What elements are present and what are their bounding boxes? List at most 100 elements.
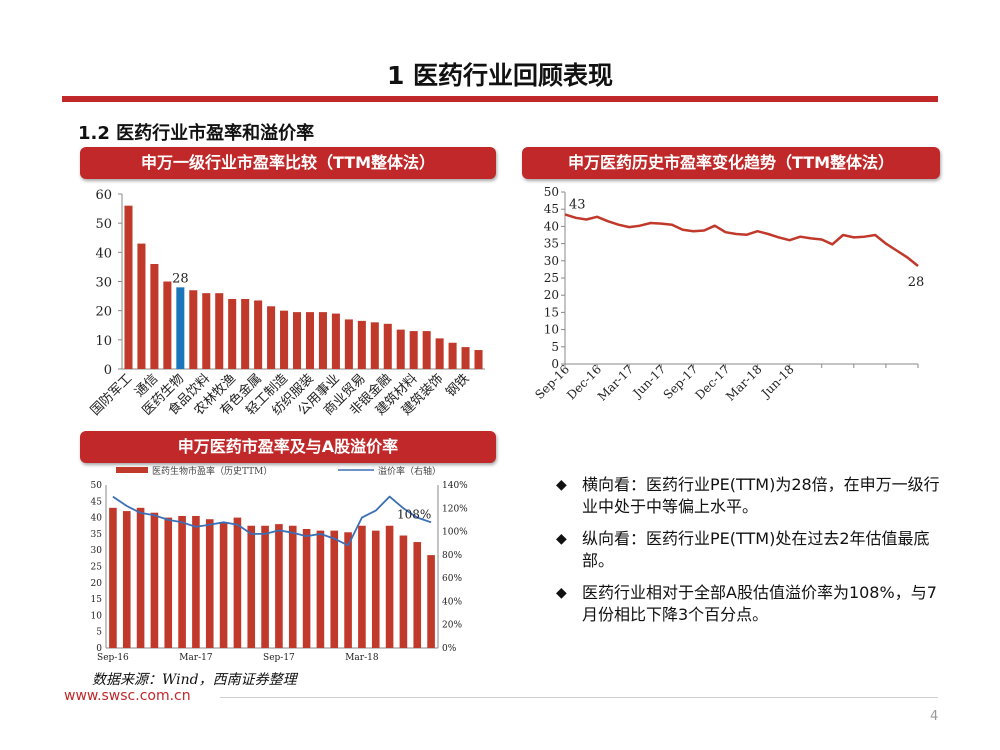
pe-trend-line — [564, 213, 919, 267]
y-right-tick-label: 60% — [442, 574, 462, 584]
pe-bar — [358, 525, 366, 648]
premium-line — [112, 495, 432, 547]
x-tick-label: Mar-18 — [723, 362, 764, 403]
pe-bar — [288, 525, 297, 648]
diamond-icon: ◆ — [556, 477, 567, 493]
pe-bar — [219, 522, 228, 648]
chart2-title-banner: 申万医药历史市盈率变化趋势（TTM整体法） — [522, 147, 940, 179]
first-value-label: 43 — [569, 197, 586, 212]
y-tick-label: 30 — [544, 254, 559, 268]
y-tick-label: 45 — [544, 202, 559, 216]
bar — [254, 300, 263, 369]
bullet-text: 医药行业相对于全部A股估值溢价率为108%，与7月份相比下降3个百分点。 — [582, 583, 937, 624]
y-left-tick-label: 20 — [91, 579, 103, 589]
source-note: 数据来源：Wind，西南证券整理 — [92, 672, 297, 688]
bar — [474, 350, 483, 369]
pe-bar — [330, 530, 339, 648]
x-tick-label: Mar-17 — [179, 653, 213, 663]
y-right-tick-label: 140% — [442, 481, 468, 491]
last-value-label: 28 — [908, 275, 925, 290]
section-title: 1.2 医药行业市盈率和溢价率 — [78, 123, 315, 144]
pe-bar — [164, 517, 173, 648]
y-tick-label: 30 — [95, 276, 112, 291]
x-tick-label: Mar-18 — [345, 653, 379, 663]
pe-bar — [385, 525, 394, 648]
pe-bar — [192, 515, 200, 648]
pe-bar — [205, 519, 214, 648]
y-left-tick-label: 50 — [91, 481, 103, 491]
bullet-text: 纵向看：医药行业PE(TTM)处在过去2年估值最底部。 — [582, 529, 930, 570]
bar — [280, 310, 289, 369]
bar — [305, 312, 315, 369]
industry-pe-bar-chart: 010203040506028国防军工通信医药生物食品饮料农林牧渔有色金属轻工制… — [87, 188, 485, 419]
highlight-value-label: 28 — [172, 271, 189, 286]
y-tick-label: 20 — [544, 288, 559, 302]
y-tick-label: 40 — [544, 219, 559, 233]
bullet-list: ◆ 横向看：医药行业PE(TTM)为28倍，在申万一级行业中处于中等偏上水平。 … — [552, 474, 952, 636]
bar — [422, 331, 431, 369]
pe-bar — [178, 515, 186, 648]
x-tick-label: Jun-18 — [757, 362, 796, 401]
chart3-title-banner: 申万医药市盈率及与A股溢价率 — [80, 431, 496, 463]
legend-bar-swatch — [116, 467, 148, 473]
bar — [189, 290, 198, 369]
bar — [448, 342, 457, 369]
bar — [228, 299, 237, 369]
slide-title: 1 医药行业回顾表现 — [386, 61, 614, 90]
diamond-icon: ◆ — [556, 585, 567, 601]
pe-bar — [136, 507, 145, 648]
pe-bar — [371, 530, 380, 648]
bar — [163, 281, 172, 369]
bullet-text: 横向看：医药行业PE(TTM)为28倍，在申万一级行业中处于中等偏上水平。 — [582, 475, 940, 516]
pe-bar — [109, 507, 117, 648]
pe-bar — [247, 525, 256, 648]
bar — [176, 287, 185, 369]
y-tick-label: 10 — [95, 334, 112, 349]
y-tick-label: 5 — [551, 340, 559, 354]
bar — [383, 323, 392, 369]
pe-bar — [344, 532, 352, 648]
y-tick-label: 15 — [544, 305, 559, 319]
y-left-tick-label: 45 — [91, 497, 103, 507]
pe-bar — [399, 535, 408, 648]
y-tick-label: 35 — [544, 237, 559, 251]
y-tick-label: 50 — [95, 217, 112, 232]
bar — [331, 313, 340, 369]
pe-bar — [122, 511, 131, 648]
bar — [150, 264, 159, 369]
y-tick-label: 0 — [551, 357, 559, 371]
diamond-icon: ◆ — [556, 531, 567, 547]
y-tick-label: 25 — [544, 271, 559, 285]
pe-bar — [150, 512, 159, 648]
bar — [357, 320, 366, 369]
x-tick-label: Sep-17 — [263, 653, 295, 663]
y-tick-label: 20 — [95, 305, 112, 320]
y-right-tick-label: 120% — [442, 504, 468, 514]
bar — [292, 312, 302, 369]
pe-bar — [413, 542, 422, 648]
bar — [124, 205, 133, 369]
y-right-tick-label: 20% — [442, 621, 462, 631]
footer-url[interactable]: www.swsc.com.cn — [64, 688, 191, 704]
pe-bar — [275, 524, 283, 648]
y-tick-label: 10 — [544, 323, 559, 337]
y-right-tick-label: 0% — [442, 644, 457, 654]
y-tick-label: 60 — [95, 188, 112, 203]
y-right-tick-label: 100% — [442, 528, 468, 538]
pharma-pe-premium-combo-chart: 医药生物市盈率（历史TTM） 溢价率（右轴） 0 5 10 15 20 25 30 35 40 45 5… — [91, 465, 469, 663]
bar — [318, 312, 327, 369]
footer-divider — [220, 697, 938, 698]
y-left-tick-label: 15 — [91, 595, 103, 605]
legend-line-label: 溢价率（右轴） — [378, 465, 441, 477]
bullet-item: ◆ 纵向看：医药行业PE(TTM)处在过去2年估值最底部。 — [552, 528, 952, 572]
pharma-pe-trend-line-chart: 051015202530354045504328Sep-16Dec-16Mar-… — [532, 185, 925, 404]
bullet-item: ◆ 医药行业相对于全部A股估值溢价率为108%，与7月份相比下降3个百分点。 — [552, 582, 952, 626]
title-underline-bar — [62, 96, 938, 102]
y-tick-label: 50 — [544, 185, 559, 199]
x-tick-label: Jun-17 — [629, 362, 668, 401]
bar — [344, 319, 353, 369]
bar — [241, 299, 250, 369]
y-left-tick-label: 10 — [91, 611, 103, 621]
bar — [215, 293, 224, 369]
pe-bar — [302, 529, 311, 648]
